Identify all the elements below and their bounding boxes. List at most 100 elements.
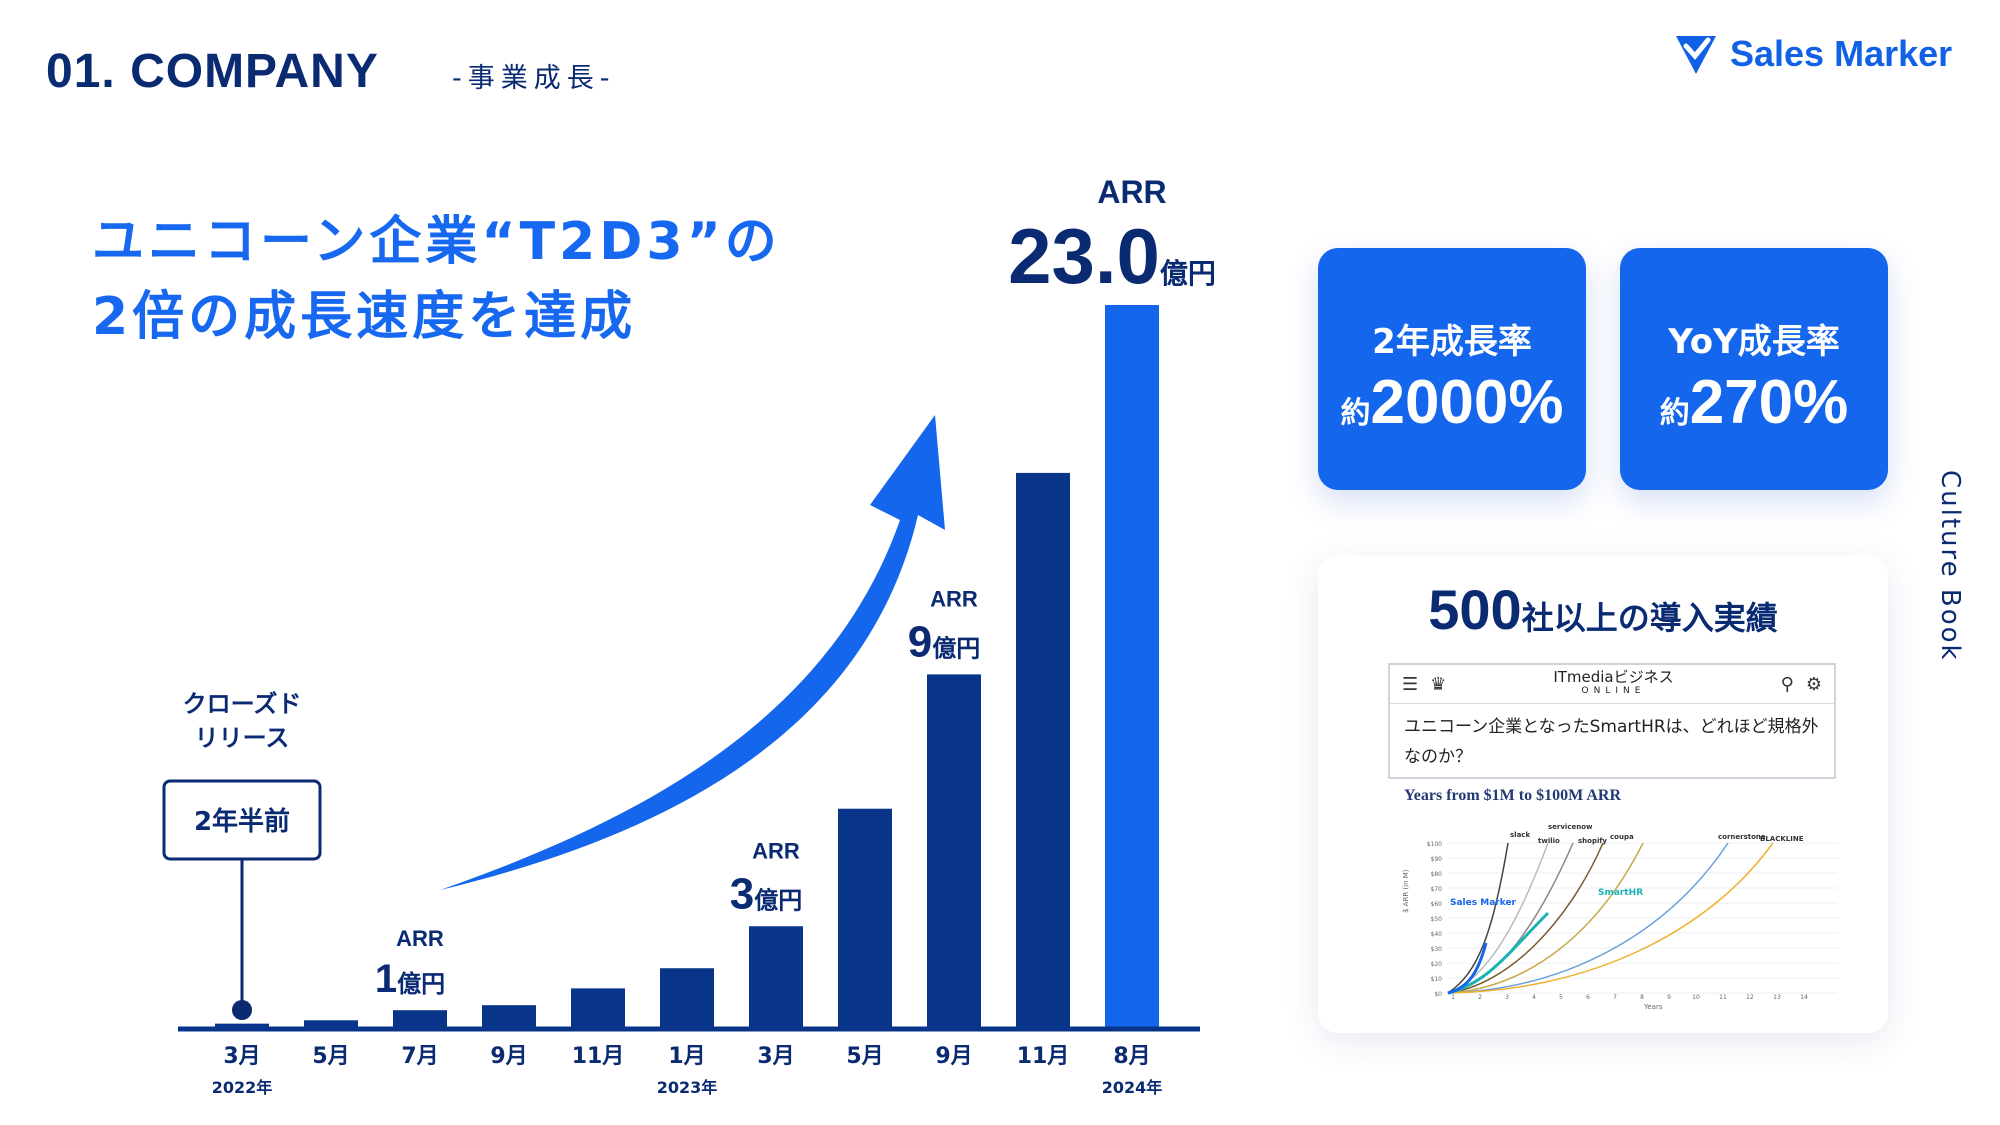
chart-bar bbox=[660, 968, 714, 1027]
side-label: Culture Book bbox=[1935, 470, 1965, 662]
search-icon: ⚲ bbox=[1780, 673, 1794, 695]
mini-y-tick: $90 bbox=[1431, 856, 1443, 863]
year-label: 2023年 bbox=[657, 1078, 718, 1097]
article-toolbar: ☰ ♛ ITmediaビジネス ONLINE ⚲ ⚙ bbox=[1390, 665, 1834, 704]
section-title: 01. COMPANY bbox=[46, 45, 379, 98]
mini-y-tick: $10 bbox=[1431, 976, 1443, 983]
mini-company-label: twilio bbox=[1538, 837, 1560, 845]
mini-x-tick: 9 bbox=[1667, 994, 1671, 1001]
mini-x-tick: 14 bbox=[1800, 994, 1808, 1001]
article-site: ITmediaビジネス ONLINE bbox=[1458, 670, 1768, 698]
stat-value: 約270% bbox=[1620, 367, 1888, 438]
headline: ユニコーン企業“T2D3”の 2倍の成長速度を達成 bbox=[92, 205, 781, 355]
arr-callout-value: 23.0億円 bbox=[1008, 212, 1216, 300]
growth-arrow bbox=[440, 415, 945, 890]
mini-y-tick: $100 bbox=[1427, 841, 1442, 848]
mini-x-tick: 1 bbox=[1451, 994, 1455, 1001]
milestone-dot bbox=[232, 1000, 252, 1020]
mini-x-tick: 8 bbox=[1640, 994, 1644, 1001]
mini-y-tick: $80 bbox=[1431, 871, 1443, 878]
mini-y-label: $ ARR (in M) bbox=[1402, 869, 1410, 913]
mini-x-tick: 6 bbox=[1586, 994, 1590, 1001]
headline-line-2: 2倍の成長速度を達成 bbox=[92, 287, 637, 347]
mini-y-tick: $70 bbox=[1431, 886, 1443, 893]
brand-logo: Sales Marker bbox=[1672, 30, 1952, 78]
year-label: 2022年 bbox=[212, 1078, 273, 1097]
x-tick-label: 3月 bbox=[757, 1044, 794, 1069]
chart-bar bbox=[838, 808, 892, 1027]
clients-title-rest: 社以上の導入実績 bbox=[1521, 599, 1778, 637]
mini-x-tick: 2 bbox=[1478, 994, 1482, 1001]
mini-company-label: Sales Marker bbox=[1450, 898, 1517, 908]
chart-bar bbox=[304, 1020, 358, 1027]
x-tick-label: 5月 bbox=[846, 1044, 883, 1069]
mini-x-tick: 13 bbox=[1773, 994, 1781, 1001]
section-subtitle: -事業成長- bbox=[452, 63, 616, 94]
stat-prefix: 約 bbox=[1659, 397, 1690, 430]
crown-icon: ♛ bbox=[1430, 673, 1447, 695]
article-site-name: ITmediaビジネス bbox=[1553, 668, 1674, 686]
clients-title: 500社以上の導入実績 bbox=[1318, 577, 1888, 642]
stat-label: YoY成長率 bbox=[1668, 322, 1840, 362]
mini-y-tick: $60 bbox=[1431, 901, 1443, 908]
mini-x-tick: 3 bbox=[1505, 994, 1509, 1001]
mini-company-label: BLACKLINE bbox=[1760, 835, 1804, 843]
mini-company-label: servicenow bbox=[1548, 823, 1593, 831]
article-text: ユニコーン企業となったSmartHRは、どれほど規格外なのか？ bbox=[1404, 717, 1819, 767]
chart-bar bbox=[1016, 472, 1070, 1027]
milestone-label-1: クローズド bbox=[183, 690, 302, 718]
mini-y-tick: $0 bbox=[1434, 991, 1442, 998]
arr-callout-value: 3億円 bbox=[730, 869, 802, 918]
x-tick-label: 9月 bbox=[935, 1044, 972, 1069]
x-tick-label: 5月 bbox=[312, 1044, 349, 1069]
x-tick-label: 8月 bbox=[1113, 1044, 1150, 1069]
year-label: 2024年 bbox=[1102, 1078, 1163, 1097]
mini-x-tick: 10 bbox=[1692, 994, 1700, 1001]
logo-pin-icon bbox=[1676, 36, 1716, 74]
arr-callout-value: 9億円 bbox=[908, 617, 980, 666]
arr-callout-prefix: ARR bbox=[1097, 174, 1166, 210]
stat-value: 約2000% bbox=[1318, 367, 1586, 438]
stat-prefix: 約 bbox=[1340, 397, 1371, 430]
chart-bar bbox=[1105, 305, 1159, 1027]
logo-text: Sales Marker bbox=[1730, 33, 1953, 74]
x-tick-label: 1月 bbox=[668, 1044, 705, 1069]
stat-number: 2000% bbox=[1370, 368, 1564, 437]
mini-arr-chart: $100$90$80$70$60$50$40$30$20$10$0 1 2 3 4 5 6 7… bbox=[1402, 823, 1838, 1011]
mini-y-tick: $50 bbox=[1431, 916, 1443, 923]
clients-card: 500社以上の導入実績 ☰ ♛ ITmediaビジネス ONLINE ⚲ ⚙ ユ… bbox=[1318, 555, 1888, 1033]
mini-y-tick: $20 bbox=[1431, 961, 1443, 968]
mini-company-label: shopify bbox=[1578, 837, 1607, 845]
article-site-sub: ONLINE bbox=[1581, 686, 1646, 696]
mini-y-tick: $40 bbox=[1431, 931, 1443, 938]
mini-y-tick: $30 bbox=[1431, 946, 1443, 953]
mini-company-label: slack bbox=[1510, 831, 1530, 839]
mini-x-tick: 7 bbox=[1613, 994, 1617, 1001]
arr-callout-prefix: ARR bbox=[396, 926, 444, 951]
chart-bar bbox=[571, 988, 625, 1027]
chart-bar bbox=[749, 926, 803, 1027]
mini-chart-title: Years from $1M to $100M ARR bbox=[1404, 787, 1621, 804]
mini-x-tick: 4 bbox=[1532, 994, 1536, 1001]
x-tick-label: 11月 bbox=[1017, 1044, 1070, 1069]
stat-card-yoy-growth: YoY成長率 約270% bbox=[1620, 248, 1888, 490]
mini-company-label: SmartHR bbox=[1598, 888, 1643, 898]
headline-line-1: ユニコーン企業“T2D3”の bbox=[92, 212, 781, 272]
chart-bar bbox=[927, 674, 981, 1027]
mini-curves bbox=[1447, 842, 1774, 995]
chart-bar bbox=[393, 1010, 447, 1027]
stat-card-2yr-growth: 2年成長率 約2000% bbox=[1318, 248, 1586, 490]
milestone-label-2: リリース bbox=[195, 724, 290, 752]
clients-count: 500 bbox=[1428, 578, 1522, 641]
gear-icon: ⚙ bbox=[1805, 673, 1822, 695]
stat-number: 270% bbox=[1689, 368, 1849, 437]
mini-x-tick: 11 bbox=[1719, 994, 1727, 1001]
x-tick-label: 7月 bbox=[401, 1044, 438, 1069]
milestone-box bbox=[162, 779, 322, 861]
chart-bar bbox=[482, 1005, 536, 1027]
arr-callout-prefix: ARR bbox=[930, 586, 978, 611]
article-screenshot: ☰ ♛ ITmediaビジネス ONLINE ⚲ ⚙ ユニコーン企業となったSm… bbox=[1388, 663, 1836, 779]
mini-company-label: coupa bbox=[1610, 833, 1634, 841]
x-tick-label: 3月 bbox=[223, 1044, 260, 1069]
